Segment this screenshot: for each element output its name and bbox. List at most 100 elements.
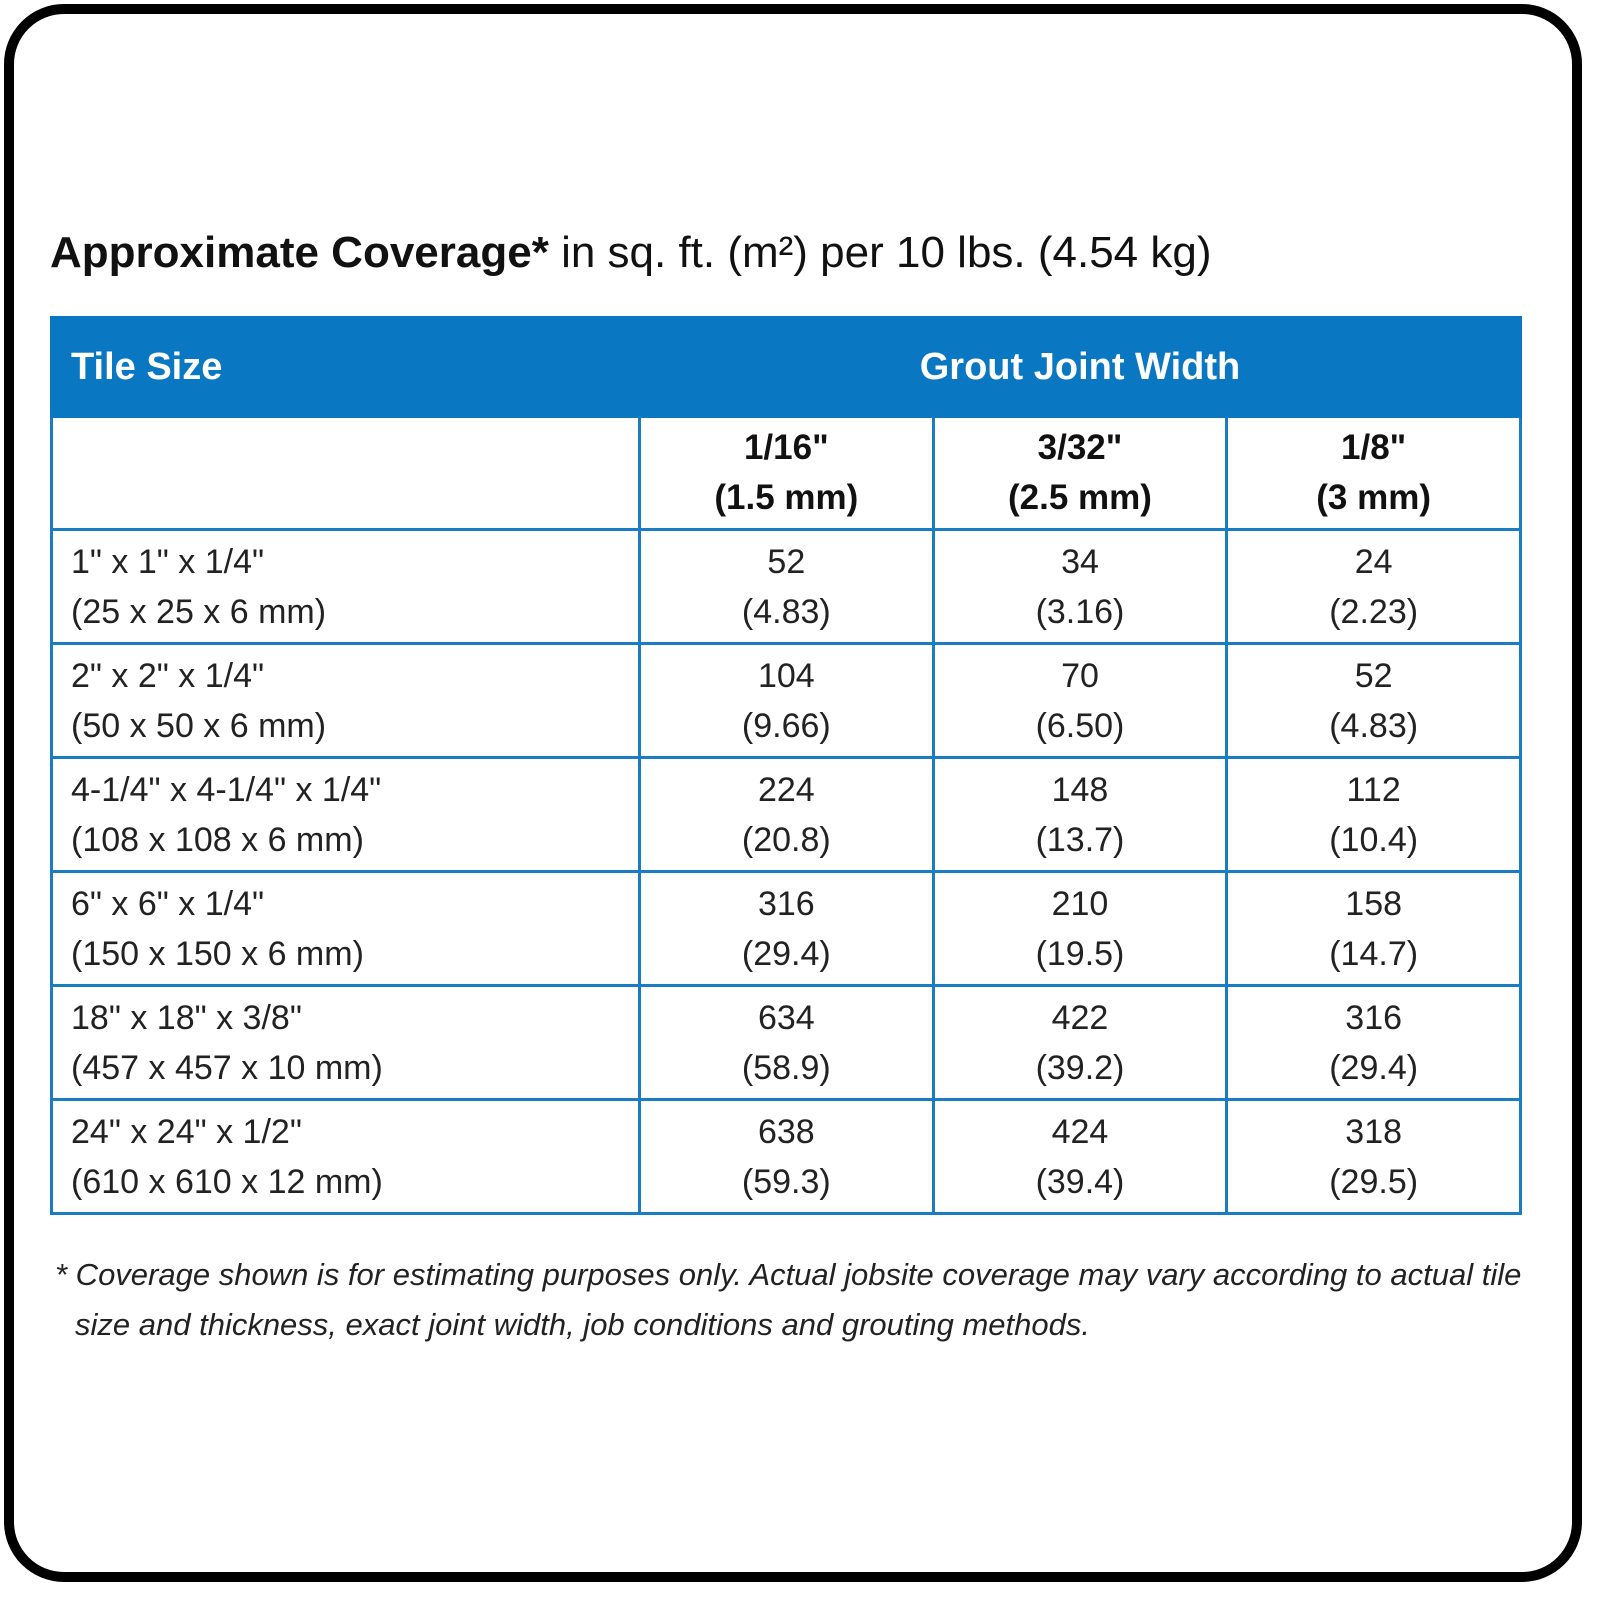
cell-line: (29.4) [741,934,831,973]
cell-line: (6.50) [1035,706,1125,745]
cell-line: 634 [757,998,815,1037]
coverage-cell: 34 (3.16) [931,528,1229,645]
tile-size-cell: 24" x 24" x 1/2" (610 x 610 x 12 mm) [50,1098,641,1215]
cell-line: (9.66) [741,706,831,745]
cell-line: (2.23) [1329,592,1419,631]
cell-line: 24 [1354,542,1393,581]
cell-line: 3/32" [1037,428,1123,467]
table-row: 6" x 6" x 1/4" (150 x 150 x 6 mm) 316 (29.4… [50,870,1522,987]
cell-line: (2.5 mm) [1008,478,1152,517]
cell-line: (610 x 610 x 12 mm) [71,1162,383,1201]
coverage-table: Tile Size Grout Joint Width 1/16" (1.5 mm) 3… [50,316,1522,1215]
cell-line: (29.4) [1329,1048,1419,1087]
cell-line: 318 [1345,1112,1403,1151]
cell-line: (59.3) [741,1162,831,1201]
coverage-cell: 112 (10.4) [1225,756,1522,873]
cell-line: (3.16) [1035,592,1125,631]
subheader-row: 1/16" (1.5 mm) 3/32" (2.5 mm) 1/8" (3 mm) [50,415,1522,531]
cell-line: (1.5 mm) [714,478,859,517]
tile-size-cell: 4-1/4" x 4-1/4" x 1/4" (108 x 108 x 6 mm) [50,756,641,873]
subheader-cell: 1/8" (3 mm) [1225,415,1522,531]
footnote-line: size and thickness, exact joint width, j… [75,1307,1090,1342]
cell-line: 4-1/4" x 4-1/4" x 1/4" [71,770,382,809]
cell-line: 24" x 24" x 1/2" [71,1112,302,1151]
coverage-cell: 316 (29.4) [638,870,935,987]
cell-line: 210 [1051,884,1109,923]
cell-line: 148 [1051,770,1109,809]
cell-line: (50 x 50 x 6 mm) [71,706,327,745]
cell-line: (3 mm) [1316,478,1432,517]
coverage-cell: 318 (29.5) [1225,1098,1522,1215]
cell-line: 422 [1051,998,1109,1037]
cell-line: 1" x 1" x 1/4" [71,542,265,581]
cell-line: 316 [757,884,815,923]
cell-line: 224 [757,770,815,809]
cell-line: (4.83) [1329,706,1419,745]
coverage-cell: 210 (19.5) [931,870,1229,987]
coverage-cell: 70 (6.50) [931,642,1229,759]
tile-size-cell: 18" x 18" x 3/8" (457 x 457 x 10 mm) [50,984,641,1101]
subheader-cell: 3/32" (2.5 mm) [931,415,1229,531]
cell-line: 112 [1346,770,1401,809]
cell-line: 316 [1345,998,1403,1037]
coverage-cell: 148 (13.7) [931,756,1229,873]
frame [4,4,1582,1582]
cell-line: (20.8) [741,820,831,859]
cell-line: (14.7) [1329,934,1419,973]
cell-line: 18" x 18" x 3/8" [71,998,302,1037]
cell-line: 1/8" [1341,428,1407,467]
footnote-line: * Coverage shown is for estimating purpo… [55,1257,1522,1292]
table-row: 18" x 18" x 3/8" (457 x 457 x 10 mm) 634 (5… [50,984,1522,1101]
footnote: * Coverage shown is for estimating purpo… [55,1250,1521,1350]
tile-size-cell: 6" x 6" x 1/4" (150 x 150 x 6 mm) [50,870,641,987]
coverage-cell: 224 (20.8) [638,756,935,873]
table-row: 2" x 2" x 1/4" (50 x 50 x 6 mm) 104 (9.66) 7… [50,642,1522,759]
coverage-cell: 158 (14.7) [1225,870,1522,987]
cell-line: (108 x 108 x 6 mm) [71,820,364,859]
cell-line: 70 [1061,656,1099,695]
tile-size-cell: 1" x 1" x 1/4" (25 x 25 x 6 mm) [50,528,641,645]
cell-line: (457 x 457 x 10 mm) [71,1048,383,1087]
cell-line: 2" x 2" x 1/4" [71,656,265,695]
header-row: Tile Size Grout Joint Width [50,316,1522,418]
cell-line: (25 x 25 x 6 mm) [71,592,327,631]
coverage-cell: 424 (39.4) [931,1098,1229,1215]
cell-line: 104 [757,656,815,695]
coverage-cell: 316 (29.4) [1225,984,1522,1101]
title-bold: Approximate Coverage* [50,228,549,277]
subheader-cell [50,415,641,531]
cell-line: 52 [767,542,806,581]
table-row: 4-1/4" x 4-1/4" x 1/4" (108 x 108 x 6 mm)… [50,756,1522,873]
table-row: 24" x 24" x 1/2" (610 x 610 x 12 mm) 638 (5… [50,1098,1522,1215]
coverage-cell: 634 (58.9) [638,984,935,1101]
cell-line: (4.83) [741,592,831,631]
coverage-cell: 24 (2.23) [1225,528,1522,645]
cell-line: (19.5) [1035,934,1125,973]
cell-line: (29.5) [1329,1162,1419,1201]
cell-line: 158 [1345,884,1403,923]
cell-line: 34 [1061,542,1099,581]
coverage-cell: 422 (39.2) [931,984,1229,1101]
cell-line: 52 [1354,656,1393,695]
coverage-cell: 104 (9.66) [638,642,935,759]
coverage-cell: 52 (4.83) [638,528,935,645]
cell-line: 638 [757,1112,815,1151]
cell-line: 1/16" [743,428,829,467]
coverage-cell: 638 (59.3) [638,1098,935,1215]
cell-line: (39.4) [1035,1162,1125,1201]
table-row: 1" x 1" x 1/4" (25 x 25 x 6 mm) 52 (4.83) 34… [50,528,1522,645]
subheader-cell: 1/16" (1.5 mm) [638,415,935,531]
cell-line: (39.2) [1035,1048,1125,1087]
tile-size-cell: 2" x 2" x 1/4" (50 x 50 x 6 mm) [50,642,641,759]
title-rest: in sq. ft. (m²) per 10 lbs. (4.54 kg) [561,228,1212,277]
header-cell: Tile Size [50,316,641,418]
cell-line: 424 [1051,1112,1109,1151]
header-cell: Grout Joint Width [638,316,1522,418]
cell-line: (10.4) [1329,820,1419,859]
cell-line: (150 x 150 x 6 mm) [71,934,364,973]
coverage-cell: 52 (4.83) [1225,642,1522,759]
cell-line: (58.9) [741,1048,831,1087]
cell-line: (13.7) [1035,820,1125,859]
cell-line: 6" x 6" x 1/4" [71,884,265,923]
